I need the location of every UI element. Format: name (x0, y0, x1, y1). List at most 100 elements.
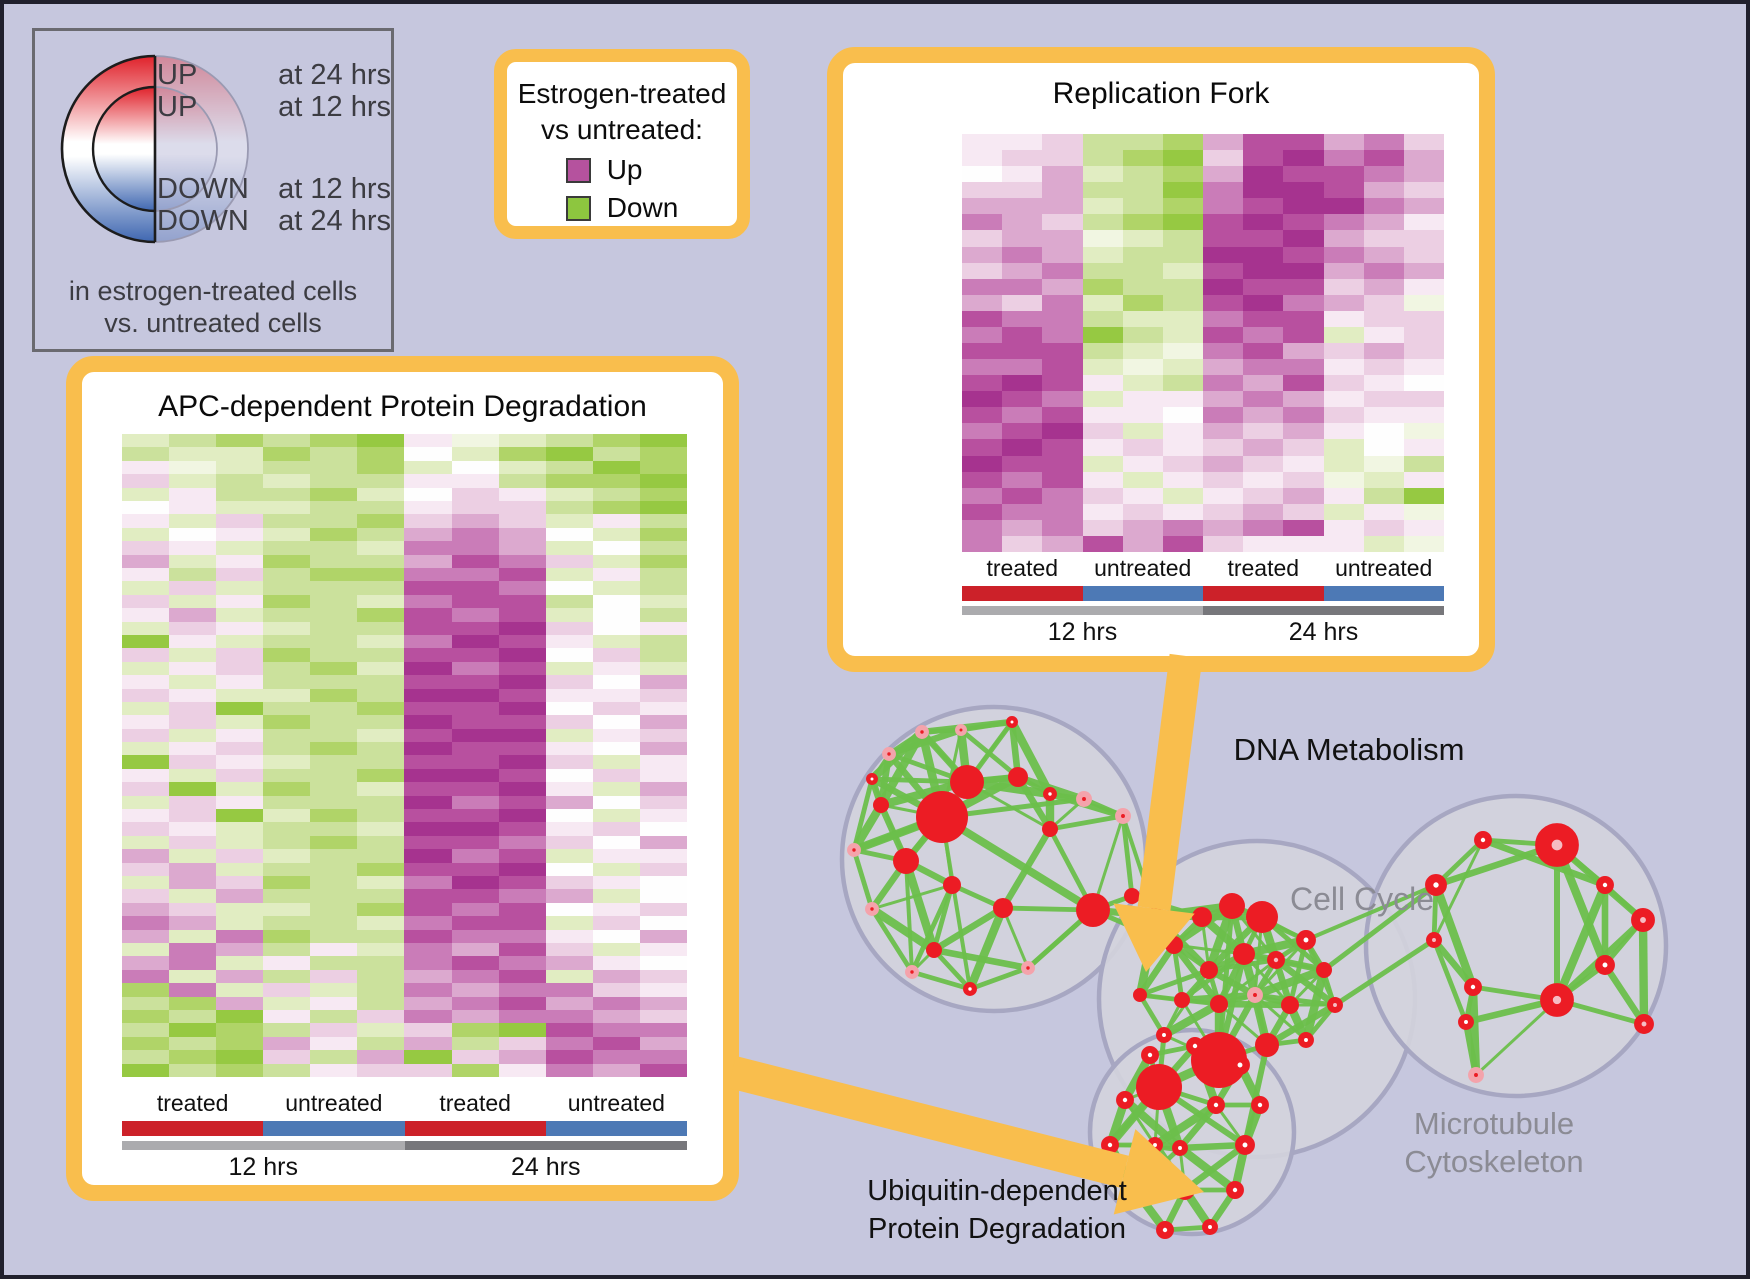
heatmap-cell (1203, 423, 1244, 440)
heatmap-cell (310, 943, 358, 957)
heatmap-cell (962, 503, 1003, 520)
network-node-red-ring-white-center (1141, 1046, 1159, 1064)
heatmap-cell (545, 594, 593, 609)
condition-label: untreated (1335, 554, 1433, 581)
heatmap-cell (216, 474, 264, 488)
estrogen-updown-key: Estrogen-treated vs untreated: Up Down (494, 49, 750, 239)
heatmap-cell (122, 849, 170, 863)
network-node-solid-red (1174, 992, 1190, 1008)
heatmap-cell (216, 434, 264, 448)
network-edge (1180, 999, 1221, 1061)
heatmap-cell (357, 487, 405, 501)
heatmap-cell (263, 474, 311, 488)
network-edge (1000, 827, 1053, 910)
heatmap-cell (1203, 471, 1244, 488)
heatmap-cell (592, 1050, 640, 1064)
heatmap-cell (498, 487, 546, 501)
heatmap-cell (545, 862, 593, 877)
down-color-swatch (565, 195, 591, 221)
network-edge (1254, 992, 1336, 1008)
network-node-red-core-pink-halo (1468, 1067, 1484, 1083)
network-edge (871, 776, 968, 785)
heatmap-cell (122, 795, 170, 810)
heatmap-cell (592, 755, 640, 769)
heatmap-cell (404, 460, 452, 475)
heatmap-cell (357, 795, 405, 810)
heatmap-cell (1122, 455, 1163, 472)
heatmap-cell (1203, 182, 1244, 199)
heatmap-cell (216, 460, 264, 475)
heatmap-cell (310, 795, 358, 810)
heatmap-cell (122, 594, 170, 609)
heatmap-cell (404, 782, 452, 796)
heatmap-cell (498, 768, 546, 783)
heatmap-cell (169, 916, 217, 930)
network-edge (1253, 994, 1269, 1046)
network-node-solid-red (1042, 821, 1058, 837)
heatmap-cell (1162, 246, 1203, 263)
network-edge (853, 847, 907, 864)
heatmap-cell (1042, 182, 1083, 199)
legend-time: at 12 hrs (278, 90, 391, 123)
network-edge (920, 730, 969, 784)
network-edge (1155, 1085, 1184, 1150)
network-node-solid-red (1133, 988, 1147, 1002)
heatmap-cell (122, 916, 170, 930)
network-edge (877, 753, 893, 806)
heatmap-cell (1283, 182, 1324, 199)
network-cluster-label-line: Ubiquitin-dependent (867, 1175, 1127, 1207)
heatmap-cell (310, 862, 358, 877)
network-edge (887, 730, 924, 756)
heatmap-cell (498, 943, 546, 957)
heatmap-cell (545, 1010, 593, 1024)
heatmap-cell (263, 916, 311, 930)
heatmap-cell (545, 608, 593, 622)
network-node-red-ring-white-center (1006, 716, 1018, 728)
heatmap-cell (263, 715, 311, 729)
network-node-red-ring-white-center (1126, 1181, 1144, 1199)
heatmap-cell (169, 675, 217, 689)
heatmap-cell (451, 1063, 499, 1077)
heatmap-cell (357, 701, 405, 716)
heatmap-cell (592, 876, 640, 890)
heatmap-cell (169, 541, 217, 555)
time-bar (962, 606, 1203, 615)
network-edge (1183, 1142, 1247, 1193)
heatmap-cell (263, 728, 311, 743)
heatmap-cell (216, 447, 264, 461)
network-node-red-ring-white-center (1226, 1181, 1244, 1199)
heatmap-cell (592, 983, 640, 997)
heatmap-cell (310, 434, 358, 448)
heatmap-cell (639, 956, 687, 970)
heatmap-cell (1082, 439, 1123, 456)
heatmap-cell (310, 996, 358, 1011)
network-edge (1131, 893, 1203, 920)
network-edge (904, 858, 954, 888)
heatmap-cell (263, 487, 311, 501)
heatmap-cell (1122, 423, 1163, 440)
heatmap-cell (310, 728, 358, 743)
heatmap-cell (1243, 262, 1284, 279)
heatmap-cell (1162, 294, 1203, 311)
heatmap-cell (498, 594, 546, 609)
network-edge (966, 773, 1019, 786)
heatmap-cell (216, 755, 264, 769)
heatmap-cell (263, 648, 311, 662)
legend-row-up-12: UP at 12 hrs (157, 90, 391, 124)
network-edge (1431, 937, 1476, 990)
network-edge (1301, 968, 1329, 1042)
network-edge (1275, 956, 1325, 974)
heatmap-cell (1403, 150, 1444, 167)
heatmap-cell (310, 809, 358, 823)
heatmap-cell (1283, 134, 1324, 151)
network-edge (886, 751, 945, 820)
heatmap-cell (592, 889, 640, 903)
network-node-solid-red (1192, 907, 1212, 927)
heatmap-cell (498, 983, 546, 997)
heatmap-cell (1203, 198, 1244, 215)
heatmap-cell (1243, 134, 1284, 151)
heatmap-cell (1323, 359, 1364, 376)
heatmap-cell (1002, 326, 1043, 343)
heatmap-cell (310, 1063, 358, 1077)
heatmap-cell (1162, 375, 1203, 392)
